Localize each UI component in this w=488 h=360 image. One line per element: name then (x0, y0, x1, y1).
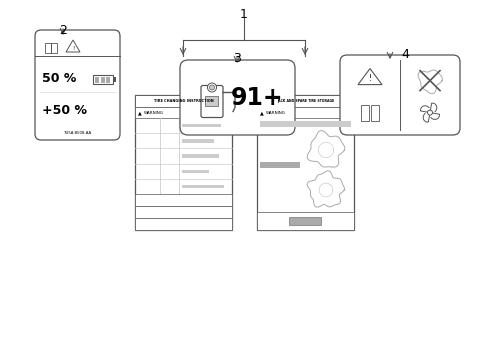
Bar (260, 162, 299, 168)
Bar (45, 43, 51, 53)
Bar (182, 139, 213, 143)
FancyBboxPatch shape (201, 86, 223, 117)
Text: 50 %: 50 % (42, 72, 76, 85)
Bar (182, 185, 223, 188)
FancyBboxPatch shape (180, 60, 294, 135)
Bar (288, 217, 320, 225)
Text: ▲: ▲ (260, 110, 263, 115)
Bar (182, 170, 208, 173)
Text: !: ! (368, 74, 371, 83)
Bar (204, 95, 218, 105)
Text: ▲: ▲ (138, 110, 142, 115)
Circle shape (427, 110, 431, 115)
Bar (51, 43, 57, 53)
Bar (95, 77, 99, 82)
Bar (257, 212, 353, 230)
FancyBboxPatch shape (339, 55, 459, 135)
Bar (135, 107, 231, 118)
Bar (135, 95, 231, 230)
Bar (257, 95, 353, 230)
Bar (113, 77, 115, 82)
Text: +50 %: +50 % (42, 104, 87, 117)
Circle shape (209, 85, 214, 90)
Bar (257, 95, 353, 107)
Bar (93, 75, 113, 84)
Text: !: ! (72, 45, 74, 50)
Bar (257, 107, 353, 118)
Text: WARNING: WARNING (143, 111, 163, 114)
Bar (260, 121, 350, 127)
Text: 2: 2 (59, 24, 67, 37)
Text: JACK AND SPARE TIRE STORAGE: JACK AND SPARE TIRE STORAGE (276, 99, 333, 103)
Bar (182, 154, 218, 158)
Bar (135, 194, 231, 206)
Text: TIRE CHANGING INSTRUCTION: TIRE CHANGING INSTRUCTION (153, 99, 213, 103)
Text: WARNING: WARNING (265, 111, 285, 114)
Bar (182, 124, 221, 127)
Text: 4: 4 (400, 48, 408, 61)
Bar (106, 77, 110, 82)
Bar (135, 206, 231, 218)
Text: 3: 3 (233, 52, 241, 65)
Text: 7U5A-B508-AA: 7U5A-B508-AA (63, 131, 91, 135)
Bar (135, 95, 231, 107)
Text: 91+: 91+ (230, 86, 283, 109)
Text: 1: 1 (240, 8, 247, 21)
Bar (135, 218, 231, 230)
Bar (360, 105, 368, 121)
FancyBboxPatch shape (35, 30, 120, 140)
Bar (370, 105, 378, 121)
Bar (101, 77, 104, 82)
Circle shape (207, 83, 216, 92)
